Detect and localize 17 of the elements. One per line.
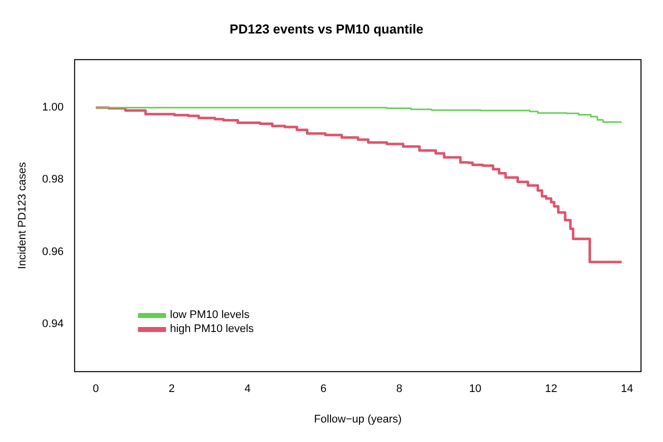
x-tick-label: 6 [320, 383, 327, 396]
x-tick-label: 4 [244, 383, 251, 396]
x-tick-label: 10 [469, 383, 482, 396]
legend-label: low PM10 levels [170, 309, 250, 321]
legend-label: high PM10 levels [170, 323, 254, 335]
y-tick-label: 1.00 [42, 102, 64, 114]
x-axis-title: Follow−up (years) [314, 413, 402, 426]
x-tick-label: 12 [544, 383, 558, 396]
x-tick-label: 2 [168, 383, 175, 396]
chart-title: PD123 events vs PM10 quantile [230, 21, 424, 36]
y-tick-label: 0.98 [42, 174, 64, 186]
x-tick-label: 8 [396, 383, 402, 396]
y-tick-label: 0.94 [42, 318, 64, 330]
x-tick-label: 0 [92, 383, 99, 396]
x-tick-label: 14 [620, 383, 634, 396]
y-tick-label: 0.96 [42, 246, 64, 258]
y-axis-title: Incident PD123 cases [16, 162, 29, 270]
